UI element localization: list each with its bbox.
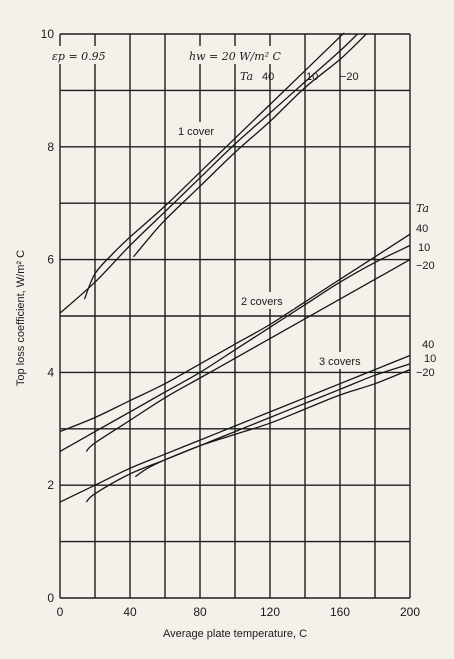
series-line-2-covers-ta-minus20 bbox=[85, 259, 411, 452]
curves bbox=[59, 32, 411, 503]
series-line-3-covers-ta-10 bbox=[85, 363, 411, 503]
y-tick-label: 6 bbox=[47, 253, 54, 267]
y-axis-title: Top loss coefficient, W/m² C bbox=[15, 250, 27, 386]
series-line-2-covers-ta-40 bbox=[59, 233, 411, 433]
ta-three-10: 10 bbox=[424, 353, 436, 365]
ta-two-40: 40 bbox=[416, 223, 428, 235]
ta-top-10: 10 bbox=[306, 71, 318, 83]
tick-labels: 0 40 80 120 160 200 0 2 4 6 8 10 bbox=[41, 27, 421, 619]
ta-two-10: 10 bbox=[418, 242, 430, 254]
x-tick-label: 160 bbox=[330, 605, 350, 619]
series-line-3-covers-ta-minus20 bbox=[134, 368, 411, 478]
ta-three-minus20: −20 bbox=[416, 367, 435, 379]
y-tick-label: 0 bbox=[47, 591, 54, 605]
series-line-1-cover-ta-40 bbox=[59, 33, 358, 314]
x-tick-label: 200 bbox=[400, 605, 420, 619]
grid bbox=[59, 33, 411, 599]
emissivity-label-bg bbox=[48, 46, 122, 64]
x-tick-label: 80 bbox=[193, 605, 207, 619]
y-tick-label: 4 bbox=[47, 365, 54, 379]
ta-two-minus20: −20 bbox=[416, 260, 435, 272]
one-cover-label-bg bbox=[175, 122, 229, 139]
x-tick-label: 120 bbox=[260, 605, 280, 619]
two-covers-label: 2 covers bbox=[241, 296, 283, 308]
ta-top-40: 40 bbox=[262, 71, 274, 83]
three-covers-label: 3 covers bbox=[319, 356, 361, 368]
series-line-2-covers-ta-10 bbox=[59, 244, 411, 452]
x-tick-label: 40 bbox=[123, 605, 137, 619]
ta-top-minus20: −20 bbox=[340, 71, 359, 83]
three-covers-label-bg bbox=[316, 352, 373, 369]
ta-symbol-right: Ta bbox=[416, 202, 429, 215]
wind-label: hw = 20 W/m² C bbox=[189, 50, 282, 63]
wind-label-bg bbox=[185, 46, 303, 64]
y-tick-label: 2 bbox=[47, 478, 54, 492]
series-line-1-cover-ta-minus20 bbox=[132, 33, 367, 258]
ta-symbol-top: Ta bbox=[240, 70, 253, 83]
x-tick-label: 0 bbox=[57, 605, 64, 619]
two-covers-label-bg bbox=[238, 292, 294, 309]
y-tick-label: 8 bbox=[47, 140, 54, 154]
ta-three-40: 40 bbox=[422, 339, 434, 351]
series-line-3-covers-ta-40 bbox=[59, 354, 411, 503]
x-axis-title: Average plate temperature, C bbox=[163, 628, 307, 640]
one-cover-label: 1 cover bbox=[178, 126, 214, 138]
series-line-1-cover-ta-10 bbox=[83, 32, 345, 300]
emissivity-label: εp = 0.95 bbox=[52, 50, 106, 63]
y-tick-label: 10 bbox=[41, 27, 55, 41]
